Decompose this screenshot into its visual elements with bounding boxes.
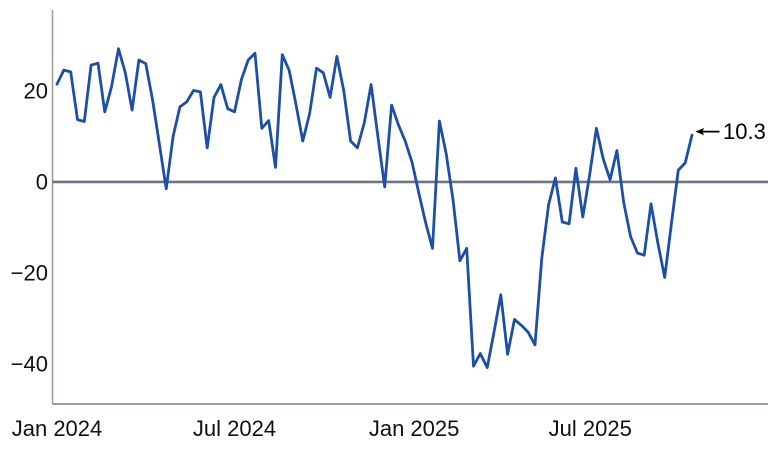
annotation-value-label: 10.3	[723, 119, 766, 144]
data-line	[55, 47, 694, 370]
y-tick-label: −20	[11, 260, 48, 285]
x-tick-label: Jan 2024	[12, 416, 103, 441]
annotation-arrowhead-icon	[695, 128, 705, 136]
y-tick-label: −40	[11, 351, 48, 376]
x-tick-label: Jul 2024	[193, 416, 276, 441]
x-tick-label: Jul 2025	[549, 416, 632, 441]
y-tick-label: 0	[36, 169, 48, 194]
x-tick-label: Jan 2025	[369, 416, 460, 441]
y-tick-label: 20	[24, 78, 48, 103]
